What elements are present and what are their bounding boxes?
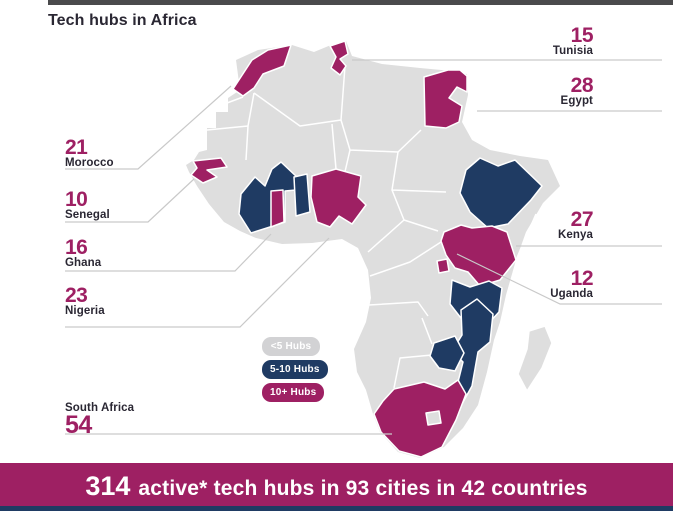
label-kenya: 27 Kenya: [557, 208, 594, 242]
map-country-nigeria: [310, 168, 367, 228]
hub-count-kenya: 27: [570, 208, 594, 231]
country-name-morocco: Morocco: [65, 157, 114, 169]
map-country-ghana: [270, 189, 285, 228]
map-country-morocco: [232, 44, 292, 97]
label-senegal: 10 Senegal: [65, 188, 110, 222]
footer-total-count: 314: [85, 471, 131, 501]
country-name-tunisia: Tunisia: [552, 45, 593, 57]
bottom-divider-bar: [0, 506, 673, 511]
map-internal-borders: [202, 65, 537, 389]
top-divider-bar: [48, 0, 673, 5]
label-ghana: 16 Ghana: [65, 236, 102, 270]
map-country-senegal: [190, 157, 228, 184]
country-name-uganda: Uganda: [550, 288, 593, 300]
label-nigeria: 23 Nigeria: [65, 284, 105, 318]
map-country-south-africa: [373, 379, 467, 458]
label-morocco: 21 Morocco: [65, 136, 114, 170]
hub-count-senegal: 10: [65, 188, 88, 211]
country-name-nigeria: Nigeria: [65, 305, 105, 317]
hub-count-south-africa: 54: [65, 411, 92, 439]
country-name-egypt: Egypt: [560, 95, 593, 107]
map-country-egypt: [423, 69, 468, 129]
legend-item-10-plus-hubs: 10+ Hubs: [262, 383, 325, 402]
label-uganda: 12 Uganda: [550, 267, 594, 301]
map-country-rwanda: [436, 258, 450, 274]
map-country-ethiopia: [459, 157, 543, 229]
footer-banner: 314 active* tech hubs in 93 cities in 42…: [0, 463, 673, 506]
label-south-africa: South Africa 54: [65, 402, 135, 439]
country-name-kenya: Kenya: [557, 229, 593, 241]
map-island-madagascar: [517, 325, 553, 392]
hub-count-morocco: 21: [65, 136, 88, 159]
map-country-tunisia: [329, 40, 349, 76]
leader-lines: [65, 59, 662, 435]
hub-count-uganda: 12: [570, 267, 594, 290]
label-egypt: 28 Egypt: [560, 74, 594, 108]
map-country-zimbabwe: [429, 335, 465, 372]
legend-item-5-10-hubs: 5-10 Hubs: [262, 360, 328, 379]
hub-count-ghana: 16: [65, 236, 88, 259]
legend-item-under-5-hubs: <5 Hubs: [262, 337, 320, 356]
map-country-togo-benin: [293, 173, 311, 217]
footer-summary-text: active* tech hubs in 93 cities in 42 cou…: [138, 477, 588, 500]
legend: <5 Hubs 5-10 Hubs 10+ Hubs: [262, 337, 328, 406]
map-country-uganda-kenya: [440, 224, 517, 287]
country-name-south-africa: South Africa: [65, 402, 135, 414]
hub-count-egypt: 28: [570, 74, 594, 97]
country-name-senegal: Senegal: [65, 209, 110, 221]
country-name-ghana: Ghana: [65, 257, 102, 269]
hub-count-nigeria: 23: [65, 284, 88, 307]
hub-count-tunisia: 15: [570, 24, 594, 47]
page-title: Tech hubs in Africa: [48, 12, 197, 29]
label-tunisia: 15 Tunisia: [552, 24, 594, 58]
